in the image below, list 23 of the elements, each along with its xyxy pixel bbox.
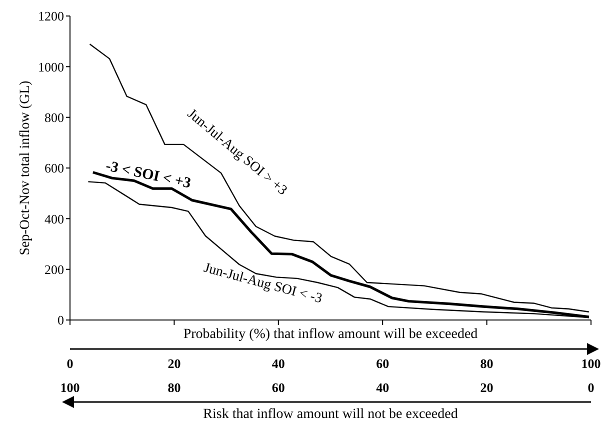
y-tick-label: 400 [44, 211, 64, 226]
x2-axis-title: Risk that inflow amount will not be exceeded [203, 407, 458, 422]
x-tick-label: 60 [376, 356, 390, 371]
text: -3 < SOI < +3 [104, 158, 192, 192]
x2-tick-label: 80 [168, 380, 181, 395]
x-tick-label: 20 [168, 356, 181, 371]
y-tick-label: 0 [58, 312, 64, 328]
y-axis-title: Sep-Oct-Nov total inflow (GL) [18, 80, 34, 256]
x-tick-label: 40 [272, 356, 285, 371]
x-tick-label: 80 [480, 356, 494, 371]
x2-tick-label: 100 [60, 380, 80, 395]
x2-tick-label: 60 [272, 380, 285, 395]
y-tick-label: 1000 [38, 59, 64, 74]
y-tick-label: 600 [44, 160, 64, 176]
x2-tick-label: 20 [480, 380, 494, 395]
y-tick-label: 800 [44, 110, 64, 125]
x2-tick-label: 0 [588, 380, 594, 395]
x2-tick-label: 40 [376, 380, 390, 395]
y-tick-label: 200 [44, 262, 64, 277]
x-tick-label: 0 [66, 356, 74, 371]
y-tick-label: 1200 [38, 8, 64, 24]
x-axis-title: Probability (%) that inflow amount will be exceeded [183, 326, 478, 342]
x-tick-label: 100 [581, 356, 601, 371]
